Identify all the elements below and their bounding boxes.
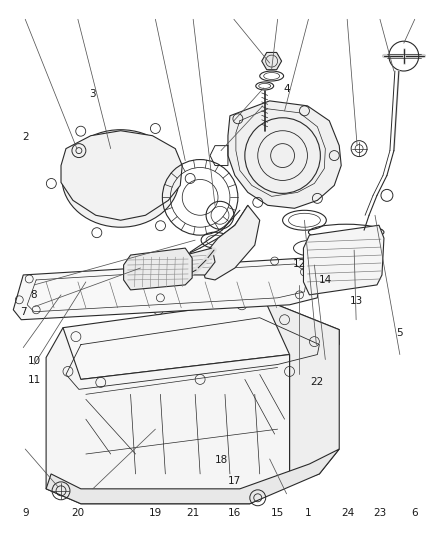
Text: 10: 10 — [28, 356, 41, 366]
Polygon shape — [175, 248, 215, 275]
Text: 19: 19 — [149, 508, 162, 518]
Text: 18: 18 — [215, 455, 228, 465]
Polygon shape — [228, 101, 341, 208]
Text: 14: 14 — [319, 274, 332, 285]
Polygon shape — [46, 449, 339, 504]
Polygon shape — [304, 225, 384, 295]
Text: 23: 23 — [374, 508, 387, 518]
Polygon shape — [46, 328, 290, 504]
Polygon shape — [61, 131, 182, 220]
Text: 17: 17 — [228, 477, 241, 486]
Text: 5: 5 — [396, 328, 403, 338]
Text: 21: 21 — [186, 508, 200, 518]
Text: 22: 22 — [310, 377, 324, 387]
Text: 13: 13 — [350, 296, 363, 306]
Polygon shape — [124, 248, 192, 290]
Text: 2: 2 — [22, 132, 28, 142]
Polygon shape — [13, 258, 319, 320]
Ellipse shape — [62, 130, 179, 227]
Text: 7: 7 — [20, 306, 26, 317]
Text: 1: 1 — [305, 508, 311, 518]
Text: 12: 12 — [293, 259, 306, 269]
Text: 16: 16 — [228, 508, 241, 518]
Polygon shape — [265, 300, 339, 484]
Text: 11: 11 — [28, 375, 41, 385]
Text: 6: 6 — [412, 508, 418, 518]
Text: 15: 15 — [271, 508, 284, 518]
Polygon shape — [262, 52, 282, 70]
Polygon shape — [200, 205, 260, 280]
Text: 24: 24 — [341, 508, 354, 518]
Text: 8: 8 — [31, 289, 37, 300]
Text: 3: 3 — [89, 89, 96, 99]
Text: 9: 9 — [22, 508, 28, 518]
Polygon shape — [53, 300, 339, 379]
Text: 4: 4 — [283, 84, 290, 94]
Text: 20: 20 — [71, 508, 84, 518]
